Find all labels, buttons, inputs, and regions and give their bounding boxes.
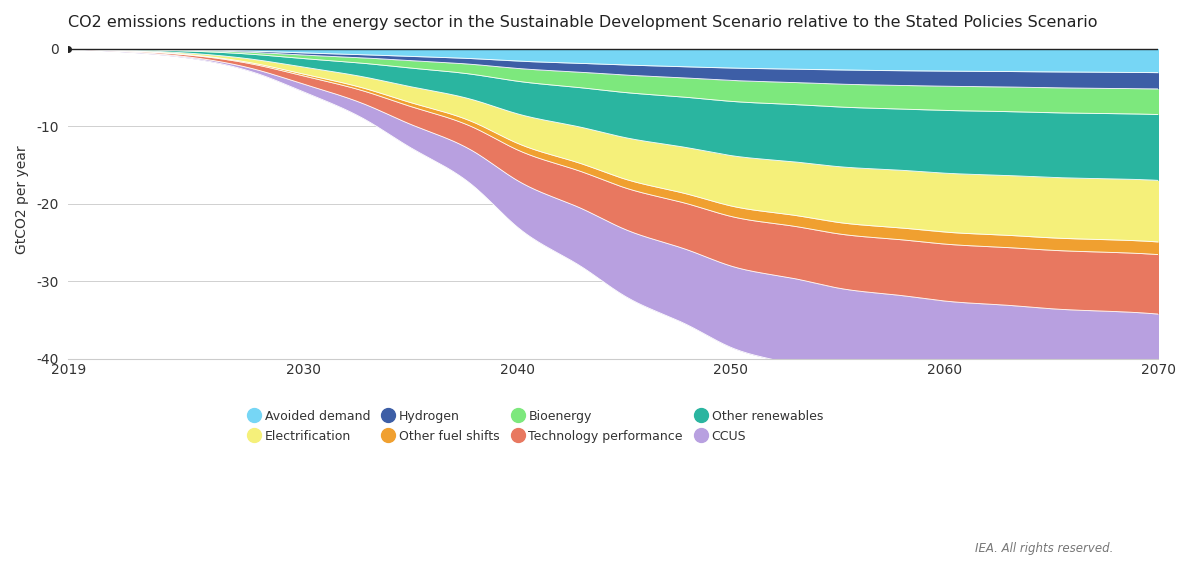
Text: IEA. All rights reserved.: IEA. All rights reserved. bbox=[975, 542, 1114, 555]
Y-axis label: GtCO2 per year: GtCO2 per year bbox=[15, 145, 29, 254]
Text: CO2 emissions reductions in the energy sector in the Sustainable Development Sce: CO2 emissions reductions in the energy s… bbox=[68, 15, 1098, 30]
Legend: Avoided demand, Electrification, Hydrogen, Other fuel shifts, Bioenergy, Technol: Avoided demand, Electrification, Hydroge… bbox=[247, 405, 828, 448]
